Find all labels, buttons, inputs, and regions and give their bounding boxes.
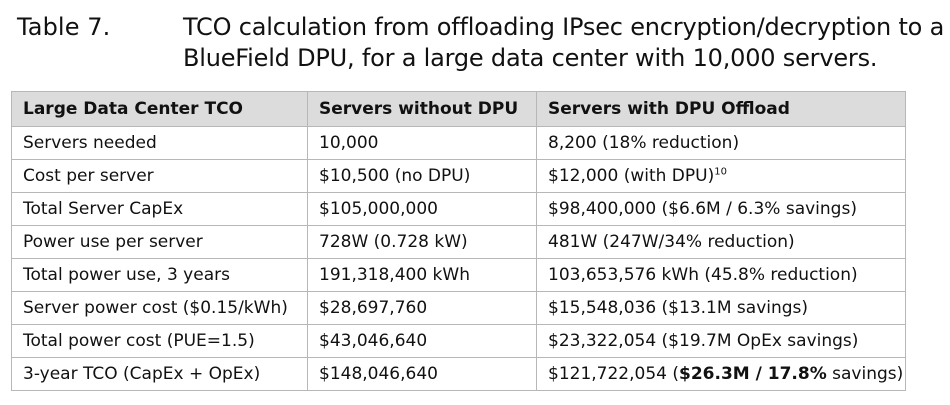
table-row: Total power cost (PUE=1.5) $43,046,640 $… (11, 324, 906, 358)
value-with-dpu-suffix: savings) (826, 364, 904, 384)
table-caption: Table 7. TCO calculation from offloading… (17, 12, 944, 82)
value-with-dpu-text: $12,000 (with DPU) (548, 166, 715, 186)
row-label: Power use per server (11, 225, 308, 259)
table-row: Total power use, 3 years 191,318,400 kWh… (11, 258, 906, 292)
table-title-line-1: TCO calculation from offloading IPsec en… (183, 13, 945, 41)
value-with-dpu: 103,653,576 kWh (45.8% reduction) (536, 258, 906, 292)
table-header-row: Large Data Center TCO Servers without DP… (11, 91, 906, 127)
value-with-dpu: $23,322,054 ($19.7M OpEx savings) (536, 324, 906, 358)
table-row: Power use per server 728W (0.728 kW) 481… (11, 225, 906, 259)
table-number: Table 7. (17, 13, 111, 41)
value-without-dpu: $148,046,640 (307, 357, 537, 391)
footnote-reference: 10 (714, 166, 727, 178)
value-without-dpu: 10,000 (307, 126, 537, 160)
row-label: 3-year TCO (CapEx + OpEx) (11, 357, 308, 391)
row-label: Server power cost ($0.15/kWh) (11, 291, 308, 325)
row-label: Total power cost (PUE=1.5) (11, 324, 308, 358)
value-with-dpu: 8,200 (18% reduction) (536, 126, 906, 160)
value-without-dpu: $10,500 (no DPU) (307, 159, 537, 193)
row-label: Cost per server (11, 159, 308, 193)
value-without-dpu: $105,000,000 (307, 192, 537, 226)
tco-table: Large Data Center TCO Servers without DP… (11, 91, 906, 391)
header-large-data-center-tco: Large Data Center TCO (11, 91, 308, 127)
value-with-dpu: 481W (247W/34% reduction) (536, 225, 906, 259)
row-label: Total power use, 3 years (11, 258, 308, 292)
value-with-dpu: $15,548,036 ($13.1M savings) (536, 291, 906, 325)
table-row: Server power cost ($0.15/kWh) $28,697,76… (11, 291, 906, 325)
header-servers-with-dpu-offload: Servers with DPU Offload (536, 91, 906, 127)
row-label: Servers needed (11, 126, 308, 160)
table-row: Servers needed 10,000 8,200 (18% reducti… (11, 126, 906, 160)
value-with-dpu-prefix: $121,722,054 ( (548, 364, 680, 384)
value-without-dpu: $43,046,640 (307, 324, 537, 358)
savings-highlight: $26.3M / 17.8% (679, 364, 827, 384)
value-without-dpu: $28,697,760 (307, 291, 537, 325)
table-title: TCO calculation from offloading IPsec en… (183, 12, 950, 74)
value-without-dpu: 191,318,400 kWh (307, 258, 537, 292)
header-servers-without-dpu: Servers without DPU (307, 91, 537, 127)
table-row: 3-year TCO (CapEx + OpEx) $148,046,640 $… (11, 357, 906, 391)
value-with-dpu: $121,722,054 ($26.3M / 17.8% savings) (536, 357, 906, 391)
row-label: Total Server CapEx (11, 192, 308, 226)
value-with-dpu: $98,400,000 ($6.6M / 6.3% savings) (536, 192, 906, 226)
value-without-dpu: 728W (0.728 kW) (307, 225, 537, 259)
table-title-line-2: BlueField DPU, for a large data center w… (183, 44, 878, 72)
table-row: Total Server CapEx $105,000,000 $98,400,… (11, 192, 906, 226)
value-with-dpu: $12,000 (with DPU)10 (536, 159, 906, 193)
table-row: Cost per server $10,500 (no DPU) $12,000… (11, 159, 906, 193)
